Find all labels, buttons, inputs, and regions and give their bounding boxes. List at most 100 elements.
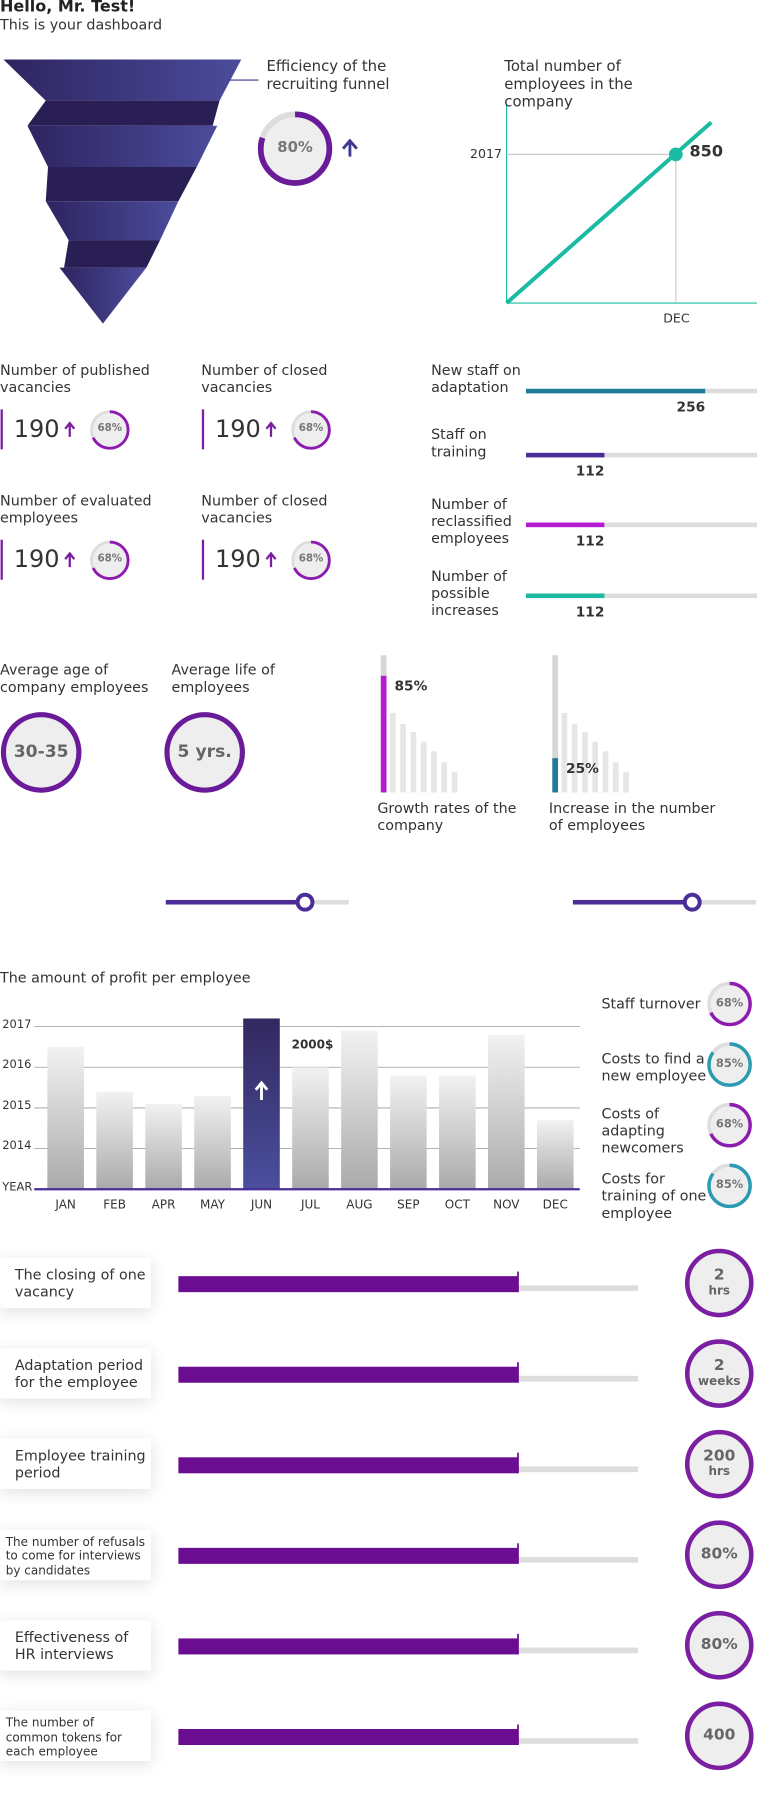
up-arrow [265, 551, 277, 568]
bar [439, 1075, 476, 1190]
gauge-arc [707, 1102, 752, 1148]
progress-fill [178, 1366, 519, 1383]
x-tick-label: NOV [493, 1198, 520, 1213]
decor-bar [602, 751, 609, 793]
slider-fill [165, 899, 306, 905]
duration-value: 2 [713, 1356, 725, 1375]
progress-track [518, 1647, 639, 1654]
progress-fill [178, 1457, 519, 1474]
bar [96, 1091, 133, 1190]
cost-label: Costs of adapting newcomers [601, 1104, 684, 1157]
x-tick-label: JUN [250, 1198, 273, 1213]
duration-unit: hrs [708, 1465, 731, 1480]
rate-value: 85% [394, 678, 428, 695]
x-tick-label: AUG [346, 1198, 373, 1213]
average-label: Average age of company employees [0, 660, 149, 696]
decor-bar [561, 712, 568, 793]
funnel-title: Efficiency of the recruiting funnel [266, 58, 390, 94]
average-ring [0, 712, 82, 793]
x-label: DEC [663, 311, 690, 326]
title: Hello, Mr. Test! [0, 0, 136, 17]
x-tick-label: MAY [200, 1198, 226, 1213]
duration-label: The closing of one vacancy [14, 1265, 146, 1301]
gauge-label: 80% [277, 139, 313, 157]
bar-value: 256 [676, 399, 706, 416]
data-point [668, 147, 683, 162]
bar-label: New staff on adaptation [431, 361, 521, 396]
counter-accent [201, 539, 205, 580]
duration-ring [684, 1429, 754, 1499]
average-value: 30-35 [13, 740, 69, 762]
duration-label: Employee training period [14, 1446, 146, 1482]
decor-bar [389, 712, 396, 793]
y-tick-label: 2015 [2, 1099, 32, 1113]
gauge-arc [90, 410, 130, 450]
counter-label: Number of closed vacancies [201, 491, 328, 527]
x-tick-label: APR [151, 1198, 176, 1213]
cost-label: Staff turnover [601, 994, 701, 1013]
bar [47, 1046, 84, 1190]
duration-value: 400 [703, 1725, 736, 1744]
bar-label: Number of reclassified employees [431, 495, 512, 547]
bar-value: 112 [575, 463, 605, 480]
decor-bar [582, 732, 588, 793]
counter-label: Number of published vacancies [0, 361, 150, 396]
progress-track [518, 1738, 639, 1744]
bar-track [526, 452, 757, 458]
rate-bar [552, 758, 559, 793]
cost-label: Costs to find a new employee [601, 1049, 707, 1085]
rate-track [552, 655, 559, 793]
counter-accent [0, 409, 3, 450]
rate-label: Increase in the number of employees [548, 799, 716, 834]
progress-track [518, 1375, 639, 1382]
decor-bar [592, 741, 599, 793]
progress-fill [178, 1547, 519, 1564]
y-label: 2017 [469, 146, 503, 162]
y-tick-label: 2016 [2, 1059, 32, 1072]
counter-accent [0, 539, 3, 580]
duration-value: 200 [703, 1446, 736, 1466]
x-tick-label: DEC [542, 1198, 568, 1213]
bar [145, 1103, 182, 1190]
duration-label: Adaptation period for the employee [14, 1356, 144, 1391]
counter-value: 190 [13, 415, 60, 443]
funnel [3, 59, 259, 324]
decor-bar [451, 771, 458, 793]
average-value: 5 yrs. [177, 740, 232, 762]
x-tick-label: OCT [444, 1198, 470, 1213]
bar [536, 1120, 574, 1190]
gauge-label: 68% [298, 553, 324, 566]
gauge-arc [291, 540, 331, 581]
duration-value: 2 [713, 1265, 725, 1285]
slider-knob [682, 892, 702, 912]
up-arrow [64, 551, 76, 568]
gauge-arc [707, 1042, 752, 1087]
y-tick-label: 2014 [2, 1140, 32, 1154]
decor-bar [441, 762, 448, 793]
duration-value: 80% [700, 1634, 738, 1654]
duration-label: Effectiveness of HR interviews [14, 1628, 129, 1663]
gauge-arc [707, 981, 752, 1027]
slider-fill [572, 899, 693, 905]
x-tick-label: JAN [55, 1198, 76, 1213]
bar-track [526, 522, 757, 528]
point-label: 850 [689, 142, 723, 162]
rate-value: 25% [566, 760, 599, 777]
duration-unit: hrs [708, 1284, 731, 1298]
gauge-arc [90, 540, 130, 581]
up-arrow [341, 138, 358, 157]
duration-ring [684, 1520, 754, 1590]
x-tick-label: SEP [397, 1198, 420, 1213]
decor-bar [420, 741, 427, 793]
bar [243, 1018, 280, 1190]
bar-value: 112 [575, 532, 605, 549]
average-label: Average life of employees [171, 660, 275, 696]
decor-bar [410, 732, 417, 793]
label-card [0, 1710, 151, 1762]
progress-track [518, 1557, 639, 1563]
bar [194, 1095, 231, 1190]
rate-label: Growth rates of the company [377, 799, 517, 834]
duration-value: 80% [700, 1544, 738, 1563]
